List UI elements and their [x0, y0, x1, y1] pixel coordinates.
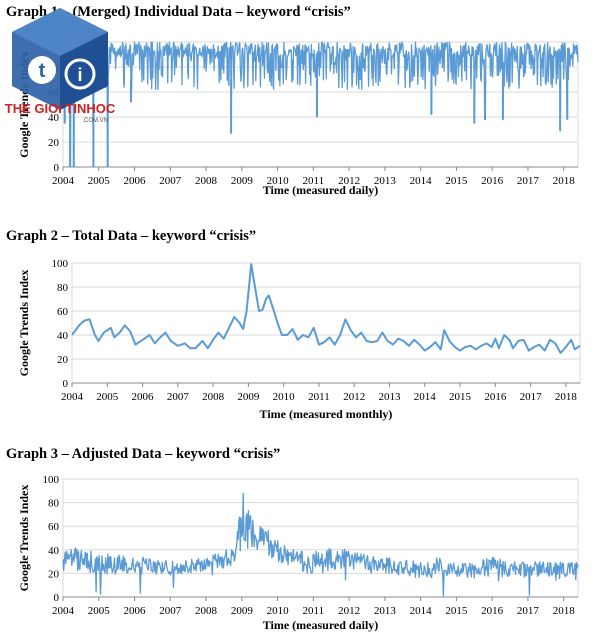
- x-tick-label: 2012: [343, 391, 365, 403]
- x-tick-label: 2007: [167, 391, 190, 403]
- chart-title-2: Graph 2 – Total Data – keyword “crisis”: [6, 228, 257, 244]
- chart-panel-3: Graph 3 – Adjusted Data – keyword “crisi…: [0, 446, 604, 641]
- y-tick-label: 80: [48, 498, 60, 510]
- x-tick-label: 2005: [88, 605, 111, 617]
- x-tick-label: 2016: [481, 175, 504, 187]
- x-tick-label: 2014: [414, 391, 437, 403]
- svg-text:t: t: [39, 60, 46, 82]
- x-tick-label: 2012: [338, 175, 360, 187]
- x-tick-label: 2005: [96, 391, 119, 403]
- x-tick-label: 2010: [267, 605, 290, 617]
- series-line: [62, 41, 579, 168]
- watermark-brand: THE GIOI TINHOC: [5, 101, 116, 116]
- chart-title-1: Graph 1 – (Merged) Individual Data – key…: [6, 4, 351, 20]
- x-tick-label: 2015: [445, 605, 468, 617]
- x-tick-label: 2010: [273, 391, 296, 403]
- x-tick-label: 2008: [195, 175, 218, 187]
- y-tick-label: 0: [54, 592, 60, 604]
- y-tick-label: 20: [48, 568, 60, 580]
- y-tick-label: 60: [57, 306, 69, 318]
- svg-text:i: i: [77, 65, 82, 85]
- chart-panel-2: Graph 2 – Total Data – keyword “crisis” …: [0, 228, 604, 428]
- x-tick-label: 2006: [132, 391, 155, 403]
- x-tick-label: 2015: [449, 391, 472, 403]
- chart-3: 0 20 40 60 80 100 2004 2005 2006 2007 2008 2009 2010…: [17, 474, 579, 632]
- x-tick-label: 2014: [410, 605, 433, 617]
- y-tick-label: 40: [57, 330, 69, 342]
- x-tick-label: 2007: [159, 175, 182, 187]
- x-tick-label: 2009: [237, 391, 260, 403]
- chart-title-3: Graph 3 – Adjusted Data – keyword “crisi…: [6, 446, 281, 462]
- y-tick-label: 20: [57, 354, 69, 366]
- x-axis-label: Time (measured monthly): [260, 407, 393, 421]
- y-tick-label: 100: [52, 258, 69, 270]
- series-line: [71, 263, 581, 354]
- x-tick-label: 2004: [52, 605, 75, 617]
- watermark-logo: t i THE GIOI TINHOC .COM.VN: [5, 8, 116, 124]
- x-tick-label: 2013: [379, 391, 402, 403]
- x-tick-label: 2010: [267, 175, 290, 187]
- x-tick-label: 2016: [481, 605, 504, 617]
- x-tick-label: 2014: [410, 175, 433, 187]
- x-tick-label: 2015: [445, 175, 468, 187]
- x-tick-label: 2016: [484, 391, 507, 403]
- x-tick-label: 2005: [88, 175, 111, 187]
- y-tick-label: 40: [48, 545, 60, 557]
- y-tick-label: 20: [48, 137, 60, 149]
- x-tick-label: 2012: [338, 605, 360, 617]
- x-tick-label: 2009: [231, 175, 254, 187]
- x-tick-label: 2004: [52, 175, 75, 187]
- y-axis-label: Google Trends Index: [17, 485, 31, 592]
- x-tick-label: 2017: [517, 175, 540, 187]
- x-tick-label: 2006: [124, 605, 147, 617]
- x-tick-label: 2017: [517, 605, 540, 617]
- x-tick-label: 2011: [303, 175, 325, 187]
- x-tick-label: 2007: [159, 605, 182, 617]
- x-tick-label: 2013: [374, 175, 397, 187]
- chart-2: 0 20 40 60 80 100 2004 2005 2006 2007 2008 2009 2010…: [17, 258, 581, 421]
- x-axis-label: Time (measured daily): [263, 618, 379, 632]
- y-tick-label: 40: [48, 112, 60, 124]
- x-tick-label: 2013: [374, 605, 397, 617]
- y-axis-label: Google Trends Index: [17, 270, 31, 377]
- y-tick-label: 80: [57, 282, 69, 294]
- x-tick-label: 2008: [195, 605, 218, 617]
- x-axis-label: Time (measured daily): [263, 183, 379, 197]
- x-tick-label: 2006: [124, 175, 147, 187]
- x-tick-label: 2008: [202, 391, 225, 403]
- watermark-domain: .COM.VN: [82, 118, 108, 124]
- y-tick-label: 100: [43, 474, 60, 486]
- x-tick-label: 2018: [553, 175, 576, 187]
- x-tick-label: 2011: [308, 391, 330, 403]
- x-tick-label: 2011: [303, 605, 325, 617]
- plot-frame: [71, 262, 581, 384]
- x-tick-label: 2018: [553, 605, 576, 617]
- x-tick-label: 2009: [231, 605, 254, 617]
- x-tick-label: 2018: [555, 391, 578, 403]
- y-tick-label: 0: [63, 378, 69, 390]
- y-tick-label: 0: [54, 162, 60, 174]
- x-tick-label: 2004: [61, 391, 84, 403]
- x-tick-label: 2017: [520, 391, 543, 403]
- y-tick-label: 60: [48, 521, 60, 533]
- series-line: [62, 492, 579, 597]
